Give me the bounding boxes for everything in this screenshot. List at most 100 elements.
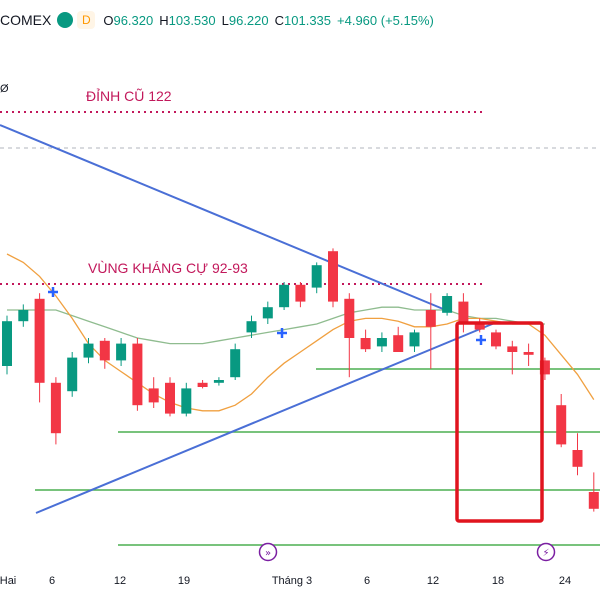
candle-body [344,298,355,338]
candle-body [393,335,404,352]
candle-body [572,450,583,467]
x-tick-label: Hai [0,575,16,587]
candle-body [523,352,534,355]
candle-body [458,301,469,324]
candle-body [360,338,371,350]
candle [344,293,355,378]
candle-body [116,343,127,361]
highlight-box-rect [455,321,544,523]
high-value: 103.530 [168,12,216,28]
candle [148,377,159,408]
ma-fast-line [6,253,595,412]
candle-body [588,492,599,509]
open-label: O [103,12,114,28]
candle [2,315,12,375]
candle [34,293,45,403]
trendlines [0,124,498,514]
old-peak-label: ĐỈNH CŨ 122 [86,88,172,104]
candle-body [83,343,94,358]
candle [360,329,371,352]
low-value: 96.220 [228,12,269,28]
candle-body [34,298,45,383]
x-tick-label: 19 [178,575,190,587]
x-axis: » ⚡ Hai 6 12 19 Tháng 3 6 12 18 24 [0,542,571,587]
candle [311,262,322,294]
symbol-label[interactable]: COMEX [0,12,52,28]
candle [230,343,241,380]
cursor-plus-icon [48,287,58,297]
candle-body [230,349,241,378]
candle-body [50,382,61,434]
candle [165,377,175,417]
candle [116,338,127,366]
candle-body [376,338,387,347]
candle-body [262,307,273,319]
candle-body [328,251,338,302]
candle [279,282,290,310]
candle [376,332,387,352]
ma-slow-line [7,306,545,345]
event-icon-glyph: » [265,548,271,559]
open-value: 96.320 [113,12,154,28]
event-icon-ring [536,542,556,562]
candle [491,329,501,350]
change-value: +4.960 (+5.15%) [337,12,434,28]
candle [262,301,273,324]
candle [295,282,306,308]
candle-body [148,388,159,403]
candle [556,394,567,448]
candle-body [279,284,290,308]
candle [393,326,404,352]
candle [458,293,469,333]
level-lines [0,111,600,546]
close-label: C [274,12,285,28]
candle-body [474,324,485,330]
candle-body [491,332,501,347]
upper-trendline [0,124,449,312]
x-tick-label: 24 [559,575,571,587]
event-flash-icon: ⚡ [536,542,556,562]
candle [197,380,208,389]
candle-body [18,310,29,322]
candle-body [165,382,175,414]
x-tick-label: Tháng 3 [272,575,312,587]
candle [442,293,453,316]
x-tick-label: 6 [364,575,370,587]
candle [99,338,110,369]
close-value: 101.335 [284,12,332,28]
candle [18,304,29,327]
candle [474,318,485,333]
candle-body [132,343,143,406]
candle-body [539,360,550,375]
candle-body [311,265,322,288]
candle-body [409,332,420,347]
candle-body [425,310,436,327]
interval-badge[interactable]: D [77,11,96,29]
event-icon-glyph: ⚡ [542,548,549,559]
event-icon-ring [258,542,278,562]
candle-body [67,357,78,392]
markers [48,287,486,345]
candle [539,357,550,380]
candle [181,382,192,417]
market-open-icon [57,12,74,28]
candle [83,338,94,364]
x-tick-label: 12 [427,575,439,587]
candle [213,377,224,386]
high-label: H [159,12,169,28]
candle [246,315,257,338]
candle-body [2,321,12,366]
candle [67,352,78,397]
cursor-plus-icon [476,335,486,345]
candle [425,293,436,369]
candle [572,433,583,476]
candle-body [213,380,224,383]
candle-body [295,284,306,302]
x-tick-label: 6 [49,575,55,587]
candle [132,338,143,411]
candle-body [246,321,257,333]
low-label: L [221,12,229,28]
candle-body [181,388,192,414]
x-tick-label: 12 [114,575,126,587]
